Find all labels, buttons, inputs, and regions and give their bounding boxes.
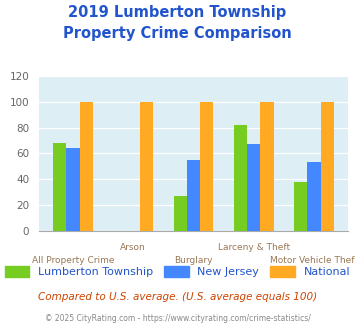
Bar	[260, 102, 274, 231]
Bar	[140, 102, 153, 231]
Bar	[80, 102, 93, 231]
Text: Larceny & Theft: Larceny & Theft	[218, 243, 290, 251]
Text: 2019 Lumberton Township: 2019 Lumberton Township	[69, 5, 286, 20]
Bar	[234, 125, 247, 231]
Bar	[307, 162, 321, 231]
Bar	[200, 102, 213, 231]
Text: Motor Vehicle Theft: Motor Vehicle Theft	[270, 256, 355, 265]
Text: © 2025 CityRating.com - https://www.cityrating.com/crime-statistics/: © 2025 CityRating.com - https://www.city…	[45, 314, 310, 323]
Legend: Lumberton Township, New Jersey, National: Lumberton Township, New Jersey, National	[0, 261, 355, 281]
Bar	[174, 196, 187, 231]
Text: Burglary: Burglary	[174, 256, 213, 265]
Text: Arson: Arson	[120, 243, 146, 251]
Bar	[53, 143, 66, 231]
Bar	[187, 160, 200, 231]
Bar	[247, 145, 260, 231]
Text: Compared to U.S. average. (U.S. average equals 100): Compared to U.S. average. (U.S. average …	[38, 292, 317, 302]
Text: All Property Crime: All Property Crime	[32, 256, 114, 265]
Bar	[294, 182, 307, 231]
Bar	[66, 148, 80, 231]
Text: Property Crime Comparison: Property Crime Comparison	[63, 26, 292, 41]
Bar	[321, 102, 334, 231]
